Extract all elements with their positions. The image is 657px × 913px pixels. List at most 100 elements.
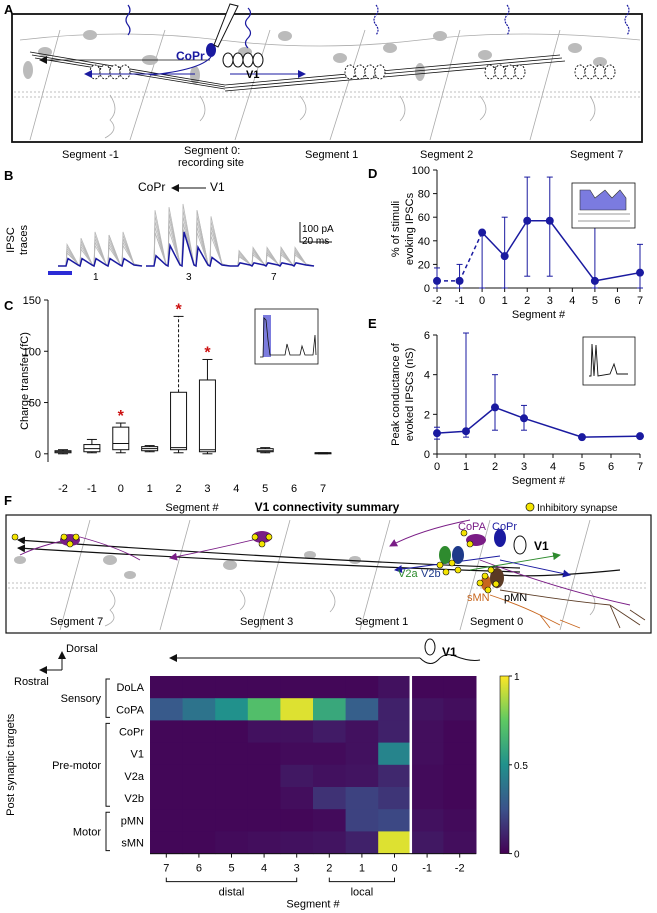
- heatmap-cell: [410, 764, 444, 788]
- series-line: [494, 406, 525, 420]
- heatmap-cell: [247, 831, 281, 855]
- ipsc-trace-gray: [146, 210, 231, 267]
- heatmap-cell: [443, 809, 477, 832]
- panel-f: F V1 connectivity summary Inhibitory syn…: [4, 493, 652, 911]
- heatmap-cell: [247, 676, 281, 699]
- copa-soma: [252, 531, 272, 543]
- series-line: [465, 406, 496, 432]
- heatmap-cell: [150, 787, 184, 810]
- row-label: CoPA: [116, 704, 145, 716]
- heatmap-cell: [182, 831, 216, 855]
- row-label: DoLA: [116, 682, 144, 694]
- x-tick-label: 2: [492, 461, 498, 473]
- heatmap-cell: [280, 831, 314, 855]
- heatmap-cell: [313, 676, 347, 699]
- panel-d: D 0 20 40 60 80 100 -2 -1 0 1 2 3 4 5 6 7 Segment # % of …: [368, 165, 644, 321]
- mn-axons-f: [489, 589, 646, 629]
- y-tick-label: 60: [418, 212, 430, 224]
- heatmap-cell: [345, 831, 379, 855]
- heatmap-cell: [247, 809, 281, 832]
- ipsc-trace-gray: [58, 234, 143, 267]
- segment-label-f: Segment 1: [355, 616, 408, 628]
- segment-label-f: Segment 7: [50, 616, 103, 628]
- heatmap-cell: [313, 698, 347, 721]
- heatmap-cell: [280, 787, 314, 810]
- heatmap-cell: [247, 764, 281, 788]
- recording-electrode: [213, 3, 239, 48]
- heatmap-cell: [345, 698, 379, 721]
- row-label: CoPr: [119, 727, 144, 739]
- column-group-bracket: [165, 877, 298, 883]
- series-line: [504, 220, 528, 257]
- y-axis-label: Charge transfer (fC): [19, 332, 31, 430]
- heatmap-cell: [182, 676, 216, 699]
- x-tick-label: 4: [569, 295, 575, 307]
- scale-amp: 100 pA: [302, 224, 334, 235]
- segment-label: Segment 0:: [184, 145, 240, 157]
- row-label: sMN: [121, 838, 144, 850]
- x-tick-label: 3: [204, 483, 210, 495]
- trace-label: 3: [186, 272, 192, 283]
- heatmap-cell: [443, 720, 477, 744]
- heatmap-cell: [280, 720, 314, 744]
- ipsc-trace-average: [58, 257, 143, 268]
- ipsc-trace-average: [230, 262, 315, 267]
- heatmap-cell: [215, 720, 249, 744]
- y-tick-label: 150: [23, 295, 41, 307]
- x-tick-label: 1: [147, 483, 153, 495]
- box: [83, 444, 101, 453]
- row-group-label: Motor: [73, 826, 101, 838]
- heatmap-cell: [410, 787, 444, 810]
- heatmap-cell: [410, 809, 444, 832]
- x-tick-label: 5: [262, 483, 268, 495]
- v1-label-heatmap: V1: [442, 645, 457, 659]
- row-label: V2a: [124, 771, 144, 783]
- column-group-label: local: [351, 887, 374, 899]
- x-tick-label: 7: [320, 483, 326, 495]
- direction-source: V1: [210, 180, 225, 194]
- heatmap-cell: [443, 676, 477, 699]
- heatmap: 7 6 5 4 3 2 1 0 -1 -2 DoLA CoPA CoPr V1 V2a V2b pMN sMN Se…: [5, 672, 528, 911]
- heatmap-cell: [280, 676, 314, 699]
- segment-label-f: Segment 0: [470, 616, 523, 628]
- heatmap-cell: [443, 787, 477, 810]
- ipsc-ylabel: IPSC: [5, 227, 17, 253]
- heatmap-cell: [247, 742, 281, 766]
- heatmap-cell: [345, 742, 379, 766]
- x-tick-label: 0: [118, 483, 124, 495]
- panel-b: B CoPr V1 IPSC traces 1 3 7 100 pA 20 ms: [4, 168, 334, 283]
- fish-schematic-a: [14, 29, 641, 141]
- heatmap-cell: [215, 831, 249, 855]
- ipsc-ylabel: traces: [18, 225, 30, 255]
- x-tick-label: 7: [637, 461, 643, 473]
- heatmap-cell: [280, 698, 314, 721]
- y-axis-label: evoked IPSCs (nS): [404, 348, 416, 442]
- x-tick-label: -2: [58, 483, 68, 495]
- heatmap-cell: [378, 698, 412, 721]
- x-tick-label: 3: [547, 295, 553, 307]
- x-tick-label: 3: [521, 461, 527, 473]
- ipsc-traces: [58, 203, 315, 268]
- heatmap-cell: [378, 720, 412, 744]
- segment-label: Segment 1: [305, 149, 358, 161]
- v2a-label-f: V2a: [398, 568, 418, 580]
- heatmap-cell: [410, 720, 444, 744]
- heatmap-cell: [313, 831, 347, 855]
- heatmap-cell: [410, 698, 444, 721]
- panel-e: E 0 2 4 6 0 1 2 3 4 5 6 7 Segment # Peak conductance …: [368, 316, 644, 487]
- y-axis-label: evoking IPSCs: [404, 192, 416, 265]
- data-point: [578, 433, 586, 442]
- x-tick-label: 1: [359, 863, 365, 875]
- series-line: [594, 271, 641, 282]
- y-tick-label: 0: [424, 283, 430, 295]
- heatmap-cell: [215, 764, 249, 788]
- x-tick-label: 1: [502, 295, 508, 307]
- heatmap-cell: [150, 809, 184, 832]
- copr-label-f: CoPr: [492, 521, 517, 533]
- x-tick-label: 4: [233, 483, 239, 495]
- heatmap-cell: [378, 764, 412, 788]
- y-axis-label: % of stimuli: [390, 201, 402, 257]
- x-tick-label: -1: [455, 295, 465, 307]
- data-point: [520, 414, 528, 423]
- heatmap-cell: [182, 764, 216, 788]
